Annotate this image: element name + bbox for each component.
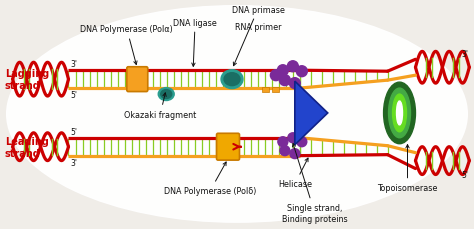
Text: DNA Polymerase (Polα): DNA Polymerase (Polα) — [81, 25, 173, 65]
Circle shape — [270, 70, 282, 81]
Text: 5': 5' — [71, 127, 77, 136]
Ellipse shape — [397, 102, 402, 125]
Circle shape — [279, 75, 291, 86]
Text: 5': 5' — [71, 91, 77, 100]
Ellipse shape — [224, 73, 240, 86]
FancyBboxPatch shape — [127, 68, 148, 92]
FancyBboxPatch shape — [217, 134, 239, 160]
Ellipse shape — [7, 7, 467, 222]
Circle shape — [296, 66, 307, 77]
FancyBboxPatch shape — [262, 88, 269, 93]
Text: DNA Polymerase (Polδ): DNA Polymerase (Polδ) — [164, 162, 256, 196]
Ellipse shape — [389, 89, 410, 138]
Text: Single strand,
Binding proteins: Single strand, Binding proteins — [282, 144, 347, 223]
Circle shape — [290, 149, 300, 159]
Circle shape — [297, 137, 307, 147]
Text: DNA ligase: DNA ligase — [173, 19, 217, 67]
Ellipse shape — [158, 88, 174, 101]
Text: 3': 3' — [71, 60, 77, 69]
Circle shape — [289, 78, 301, 89]
Ellipse shape — [221, 70, 243, 89]
Text: Topoisomerase: Topoisomerase — [377, 145, 438, 193]
Text: DNA primase: DNA primase — [231, 5, 284, 66]
Ellipse shape — [383, 83, 416, 144]
Circle shape — [287, 62, 298, 72]
Ellipse shape — [392, 95, 407, 132]
Text: RNA primer: RNA primer — [235, 22, 281, 31]
Text: 3': 3' — [461, 50, 468, 59]
Text: Lagging
strand: Lagging strand — [5, 69, 49, 91]
Polygon shape — [295, 82, 328, 145]
Circle shape — [280, 146, 290, 156]
Circle shape — [288, 133, 298, 143]
Text: Leading
strand: Leading strand — [5, 136, 48, 158]
Ellipse shape — [161, 90, 172, 99]
Circle shape — [277, 65, 288, 76]
Text: 5': 5' — [461, 170, 468, 179]
Text: Okazaki fragment: Okazaki fragment — [124, 93, 196, 119]
Circle shape — [278, 137, 288, 147]
FancyBboxPatch shape — [272, 88, 279, 93]
Text: Helicase: Helicase — [278, 158, 312, 189]
Text: 3': 3' — [71, 158, 77, 167]
